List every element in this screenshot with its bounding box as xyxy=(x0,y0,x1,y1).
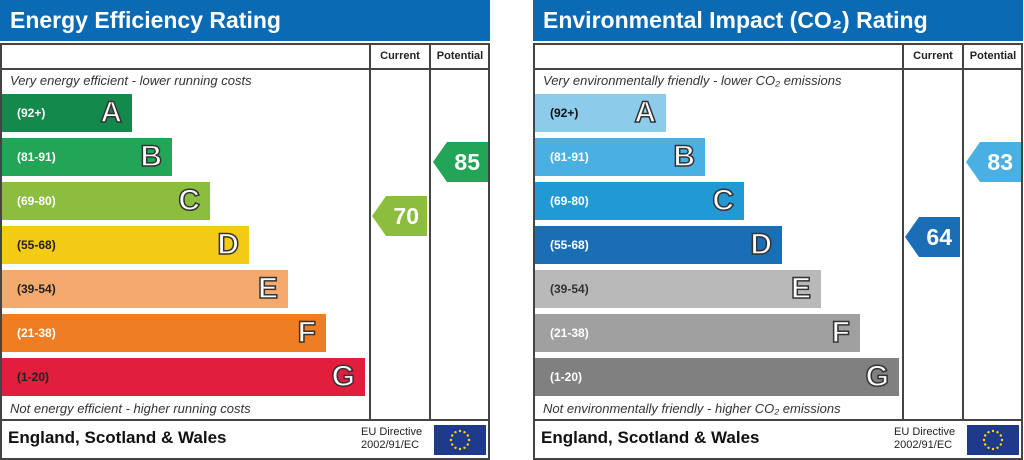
caption-top: Very environmentally friendly - lower CO… xyxy=(543,73,842,88)
chart-frame xyxy=(0,43,490,460)
band-D: (55-68) D xyxy=(535,226,782,264)
column-header-potential: Potential xyxy=(969,50,1017,62)
environmental-impact-panel: Environmental Impact (CO₂) Rating Curren… xyxy=(533,0,1023,460)
band-C: (69-80) C xyxy=(535,182,744,220)
column-header-current: Current xyxy=(380,50,420,62)
band-letter: C xyxy=(712,183,735,218)
chart-frame xyxy=(533,43,1023,460)
caption-bottom: Not environmentally friendly - higher CO… xyxy=(543,401,841,416)
band-letter: C xyxy=(178,183,201,218)
band-D: (55-68) D xyxy=(2,226,249,264)
eu-directive: EU Directive 2002/91/EC xyxy=(361,426,422,452)
divider xyxy=(0,419,490,421)
band-F: (21-38) F xyxy=(535,314,860,352)
column-header-potential: Potential xyxy=(436,50,484,62)
eu-directive: EU Directive 2002/91/EC xyxy=(894,426,955,452)
band-range: (55-68) xyxy=(550,238,589,252)
band-range: (69-80) xyxy=(17,194,56,208)
divider xyxy=(369,43,371,420)
directive-label: EU Directive xyxy=(361,426,423,438)
chart-title: Energy Efficiency Rating xyxy=(0,0,490,41)
band-G: (1-20) G xyxy=(2,358,365,396)
divider xyxy=(902,43,904,420)
directive-number: 2002/91/EC xyxy=(894,439,953,451)
band-A: (92+) A xyxy=(2,94,132,132)
divider xyxy=(962,43,964,420)
band-E: (39-54) E xyxy=(2,270,288,308)
energy-efficiency-panel: Energy Efficiency Rating Current Potenti… xyxy=(0,0,490,460)
band-range: (39-54) xyxy=(17,282,56,296)
chart-title: Environmental Impact (CO₂) Rating xyxy=(533,0,1023,41)
band-range: (55-68) xyxy=(17,238,56,252)
band-letter: F xyxy=(297,315,317,350)
band-range: (69-80) xyxy=(550,194,589,208)
band-B: (81-91) B xyxy=(535,138,705,176)
band-range: (21-38) xyxy=(17,326,56,340)
directive-number: 2002/91/EC xyxy=(361,439,420,451)
band-range: (92+) xyxy=(550,106,579,120)
divider xyxy=(533,419,1023,421)
band-letter: A xyxy=(634,95,657,130)
band-letter: B xyxy=(140,139,163,174)
band-range: (1-20) xyxy=(17,370,50,384)
band-range: (81-91) xyxy=(17,150,56,164)
column-header-current: Current xyxy=(913,50,953,62)
potential-rating-arrow: 85 xyxy=(433,142,488,182)
eu-flag-icon xyxy=(967,425,1019,455)
directive-label: EU Directive xyxy=(894,426,956,438)
band-range: (39-54) xyxy=(550,282,589,296)
band-letter: A xyxy=(100,95,123,130)
band-letter: G xyxy=(331,359,356,394)
band-range: (1-20) xyxy=(550,370,583,384)
footer-region: England, Scotland & Wales xyxy=(8,428,227,447)
band-letter: E xyxy=(257,271,279,306)
band-range: (81-91) xyxy=(550,150,589,164)
band-range: (21-38) xyxy=(550,326,589,340)
band-G: (1-20) G xyxy=(535,358,899,396)
divider xyxy=(0,68,490,70)
divider xyxy=(429,43,431,420)
band-C: (69-80) C xyxy=(2,182,210,220)
band-letter: D xyxy=(217,227,240,262)
band-F: (21-38) F xyxy=(2,314,326,352)
band-letter: E xyxy=(790,271,812,306)
band-E: (39-54) E xyxy=(535,270,821,308)
band-B: (81-91) B xyxy=(2,138,172,176)
divider xyxy=(533,68,1023,70)
band-letter: D xyxy=(750,227,773,262)
band-letter: B xyxy=(673,139,696,174)
band-range: (92+) xyxy=(17,106,46,120)
band-letter: F xyxy=(831,315,851,350)
caption-bottom: Not energy efficient - higher running co… xyxy=(10,401,251,416)
eu-flag-icon xyxy=(434,425,486,455)
caption-top: Very energy efficient - lower running co… xyxy=(10,73,252,88)
footer-region: England, Scotland & Wales xyxy=(541,428,760,447)
band-letter: G xyxy=(865,359,890,394)
band-A: (92+) A xyxy=(535,94,666,132)
